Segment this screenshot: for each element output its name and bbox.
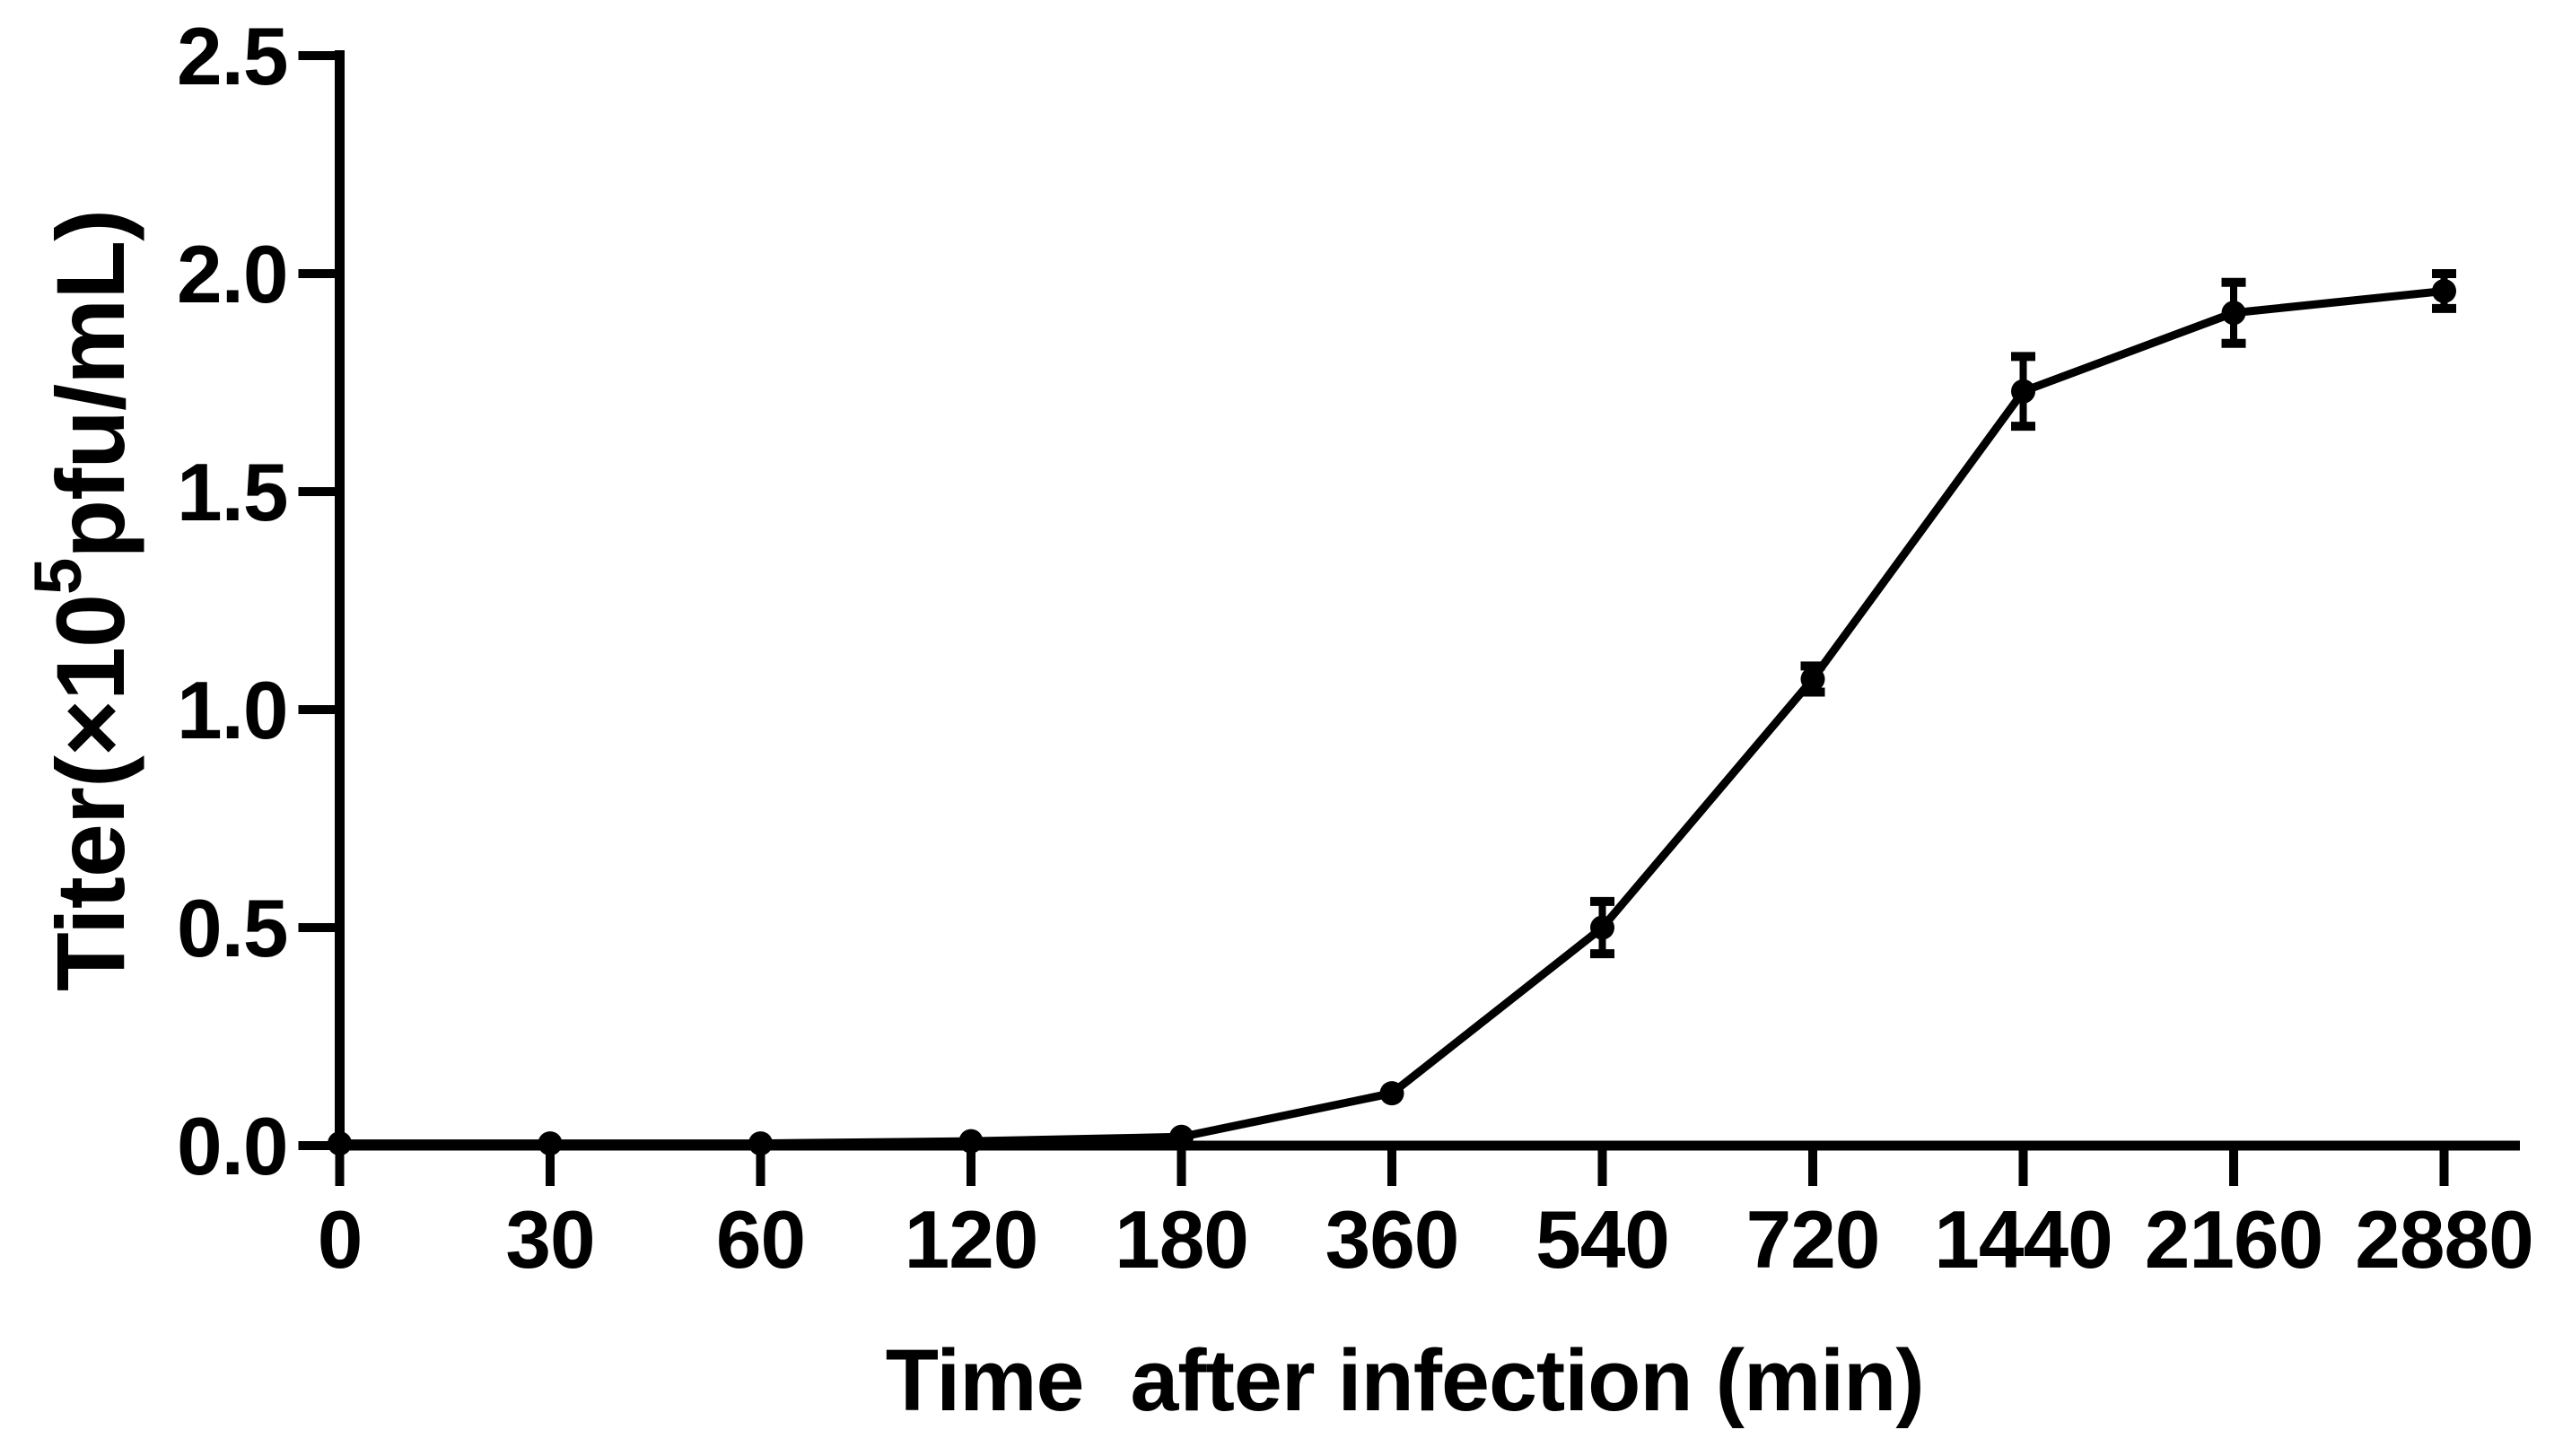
x-axis-tick-label: 180 [1115,1195,1248,1286]
x-axis-tick-label: 720 [1746,1195,1880,1286]
data-point-marker [1379,1081,1404,1106]
data-point-marker [958,1129,984,1154]
data-point-marker [538,1131,563,1156]
data-point-marker [2011,379,2035,404]
x-axis-tick-label: 2880 [2355,1195,2532,1286]
x-axis-tick-label: 360 [1325,1195,1459,1286]
x-axis-tick-label: 0 [318,1195,363,1286]
x-axis-title: Time after infection (min) [886,1331,1924,1429]
data-point-marker [328,1131,352,1156]
data-point-marker [2221,301,2246,326]
data-point-marker [1590,915,1614,940]
y-axis-tick-label: 1.5 [177,448,288,538]
plot-area: 0.0 0.5 1.0 1.5 2.0 2.5 0 30 60 120 180 360 540 720 14… [21,12,2534,1429]
y-axis-tick-label: 2.5 [177,12,288,102]
x-axis-tick-label: 30 [505,1195,594,1286]
y-axis-tick-label: 2.0 [177,230,288,320]
y-axis-tick-label: 0.0 [177,1102,288,1192]
x-axis-tick-label: 60 [716,1195,805,1286]
x-axis-tick-label: 540 [1535,1195,1669,1286]
data-point-marker [2432,278,2456,303]
axis-spine [335,50,2520,1151]
data-point-marker [748,1131,773,1156]
y-axis-tick-label: 0.5 [177,884,288,974]
y-axis-tick-label: 1.0 [177,666,288,756]
x-axis-tick-label: 120 [905,1195,1038,1286]
y-axis-title: Titer(×105pfu/mL) [21,210,144,991]
data-point-marker [1169,1124,1194,1149]
x-axis-tick-label: 2160 [2145,1195,2322,1286]
data-point-marker [1800,667,1825,692]
data-line [339,286,2445,1148]
x-axis-tick-label: 1440 [1934,1195,2112,1286]
